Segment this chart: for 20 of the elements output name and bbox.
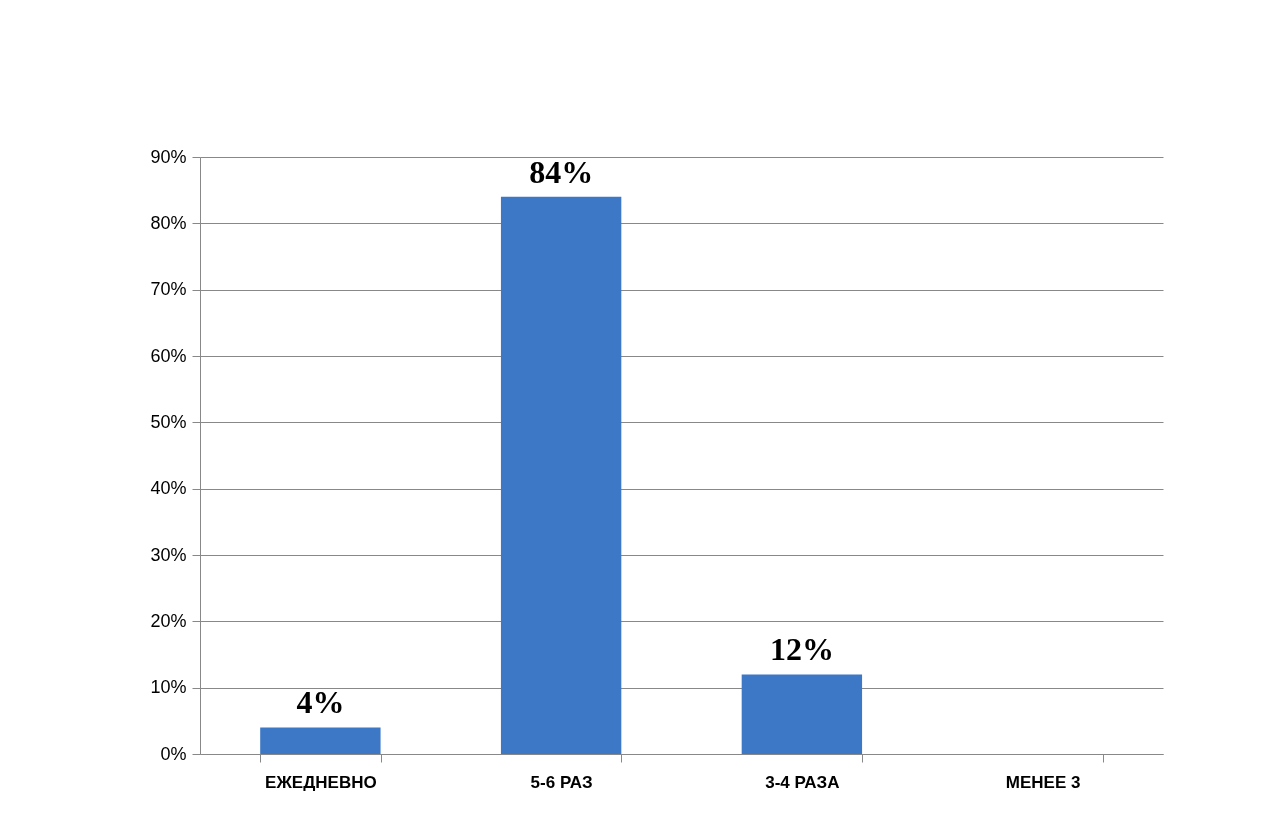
x-tick-label: 5-6 РАЗ bbox=[530, 772, 593, 792]
bar bbox=[500, 196, 622, 754]
y-tick-label: 30% bbox=[150, 544, 187, 565]
bar bbox=[260, 727, 381, 754]
data-label: 12% bbox=[769, 631, 834, 668]
data-label: 84% bbox=[529, 153, 594, 190]
y-tick-label: 90% bbox=[150, 146, 187, 167]
data-label: 4% bbox=[296, 684, 345, 721]
y-tick-label: 50% bbox=[150, 411, 187, 432]
y-tick-label: 70% bbox=[150, 279, 187, 300]
y-tick-label: 60% bbox=[150, 345, 187, 366]
bar bbox=[741, 674, 863, 754]
x-tick-label: МЕНЕЕ 3 bbox=[1005, 772, 1081, 792]
x-tick-label: 3-4 РАЗА bbox=[765, 772, 840, 792]
y-tick-label: 80% bbox=[150, 212, 187, 233]
y-tick-label: 0% bbox=[160, 743, 187, 764]
x-tick-label: ЕЖЕДНЕВНО bbox=[265, 772, 377, 792]
y-tick-label: 10% bbox=[150, 677, 187, 698]
y-tick-label: 40% bbox=[150, 478, 187, 499]
y-tick-label: 20% bbox=[150, 610, 187, 631]
